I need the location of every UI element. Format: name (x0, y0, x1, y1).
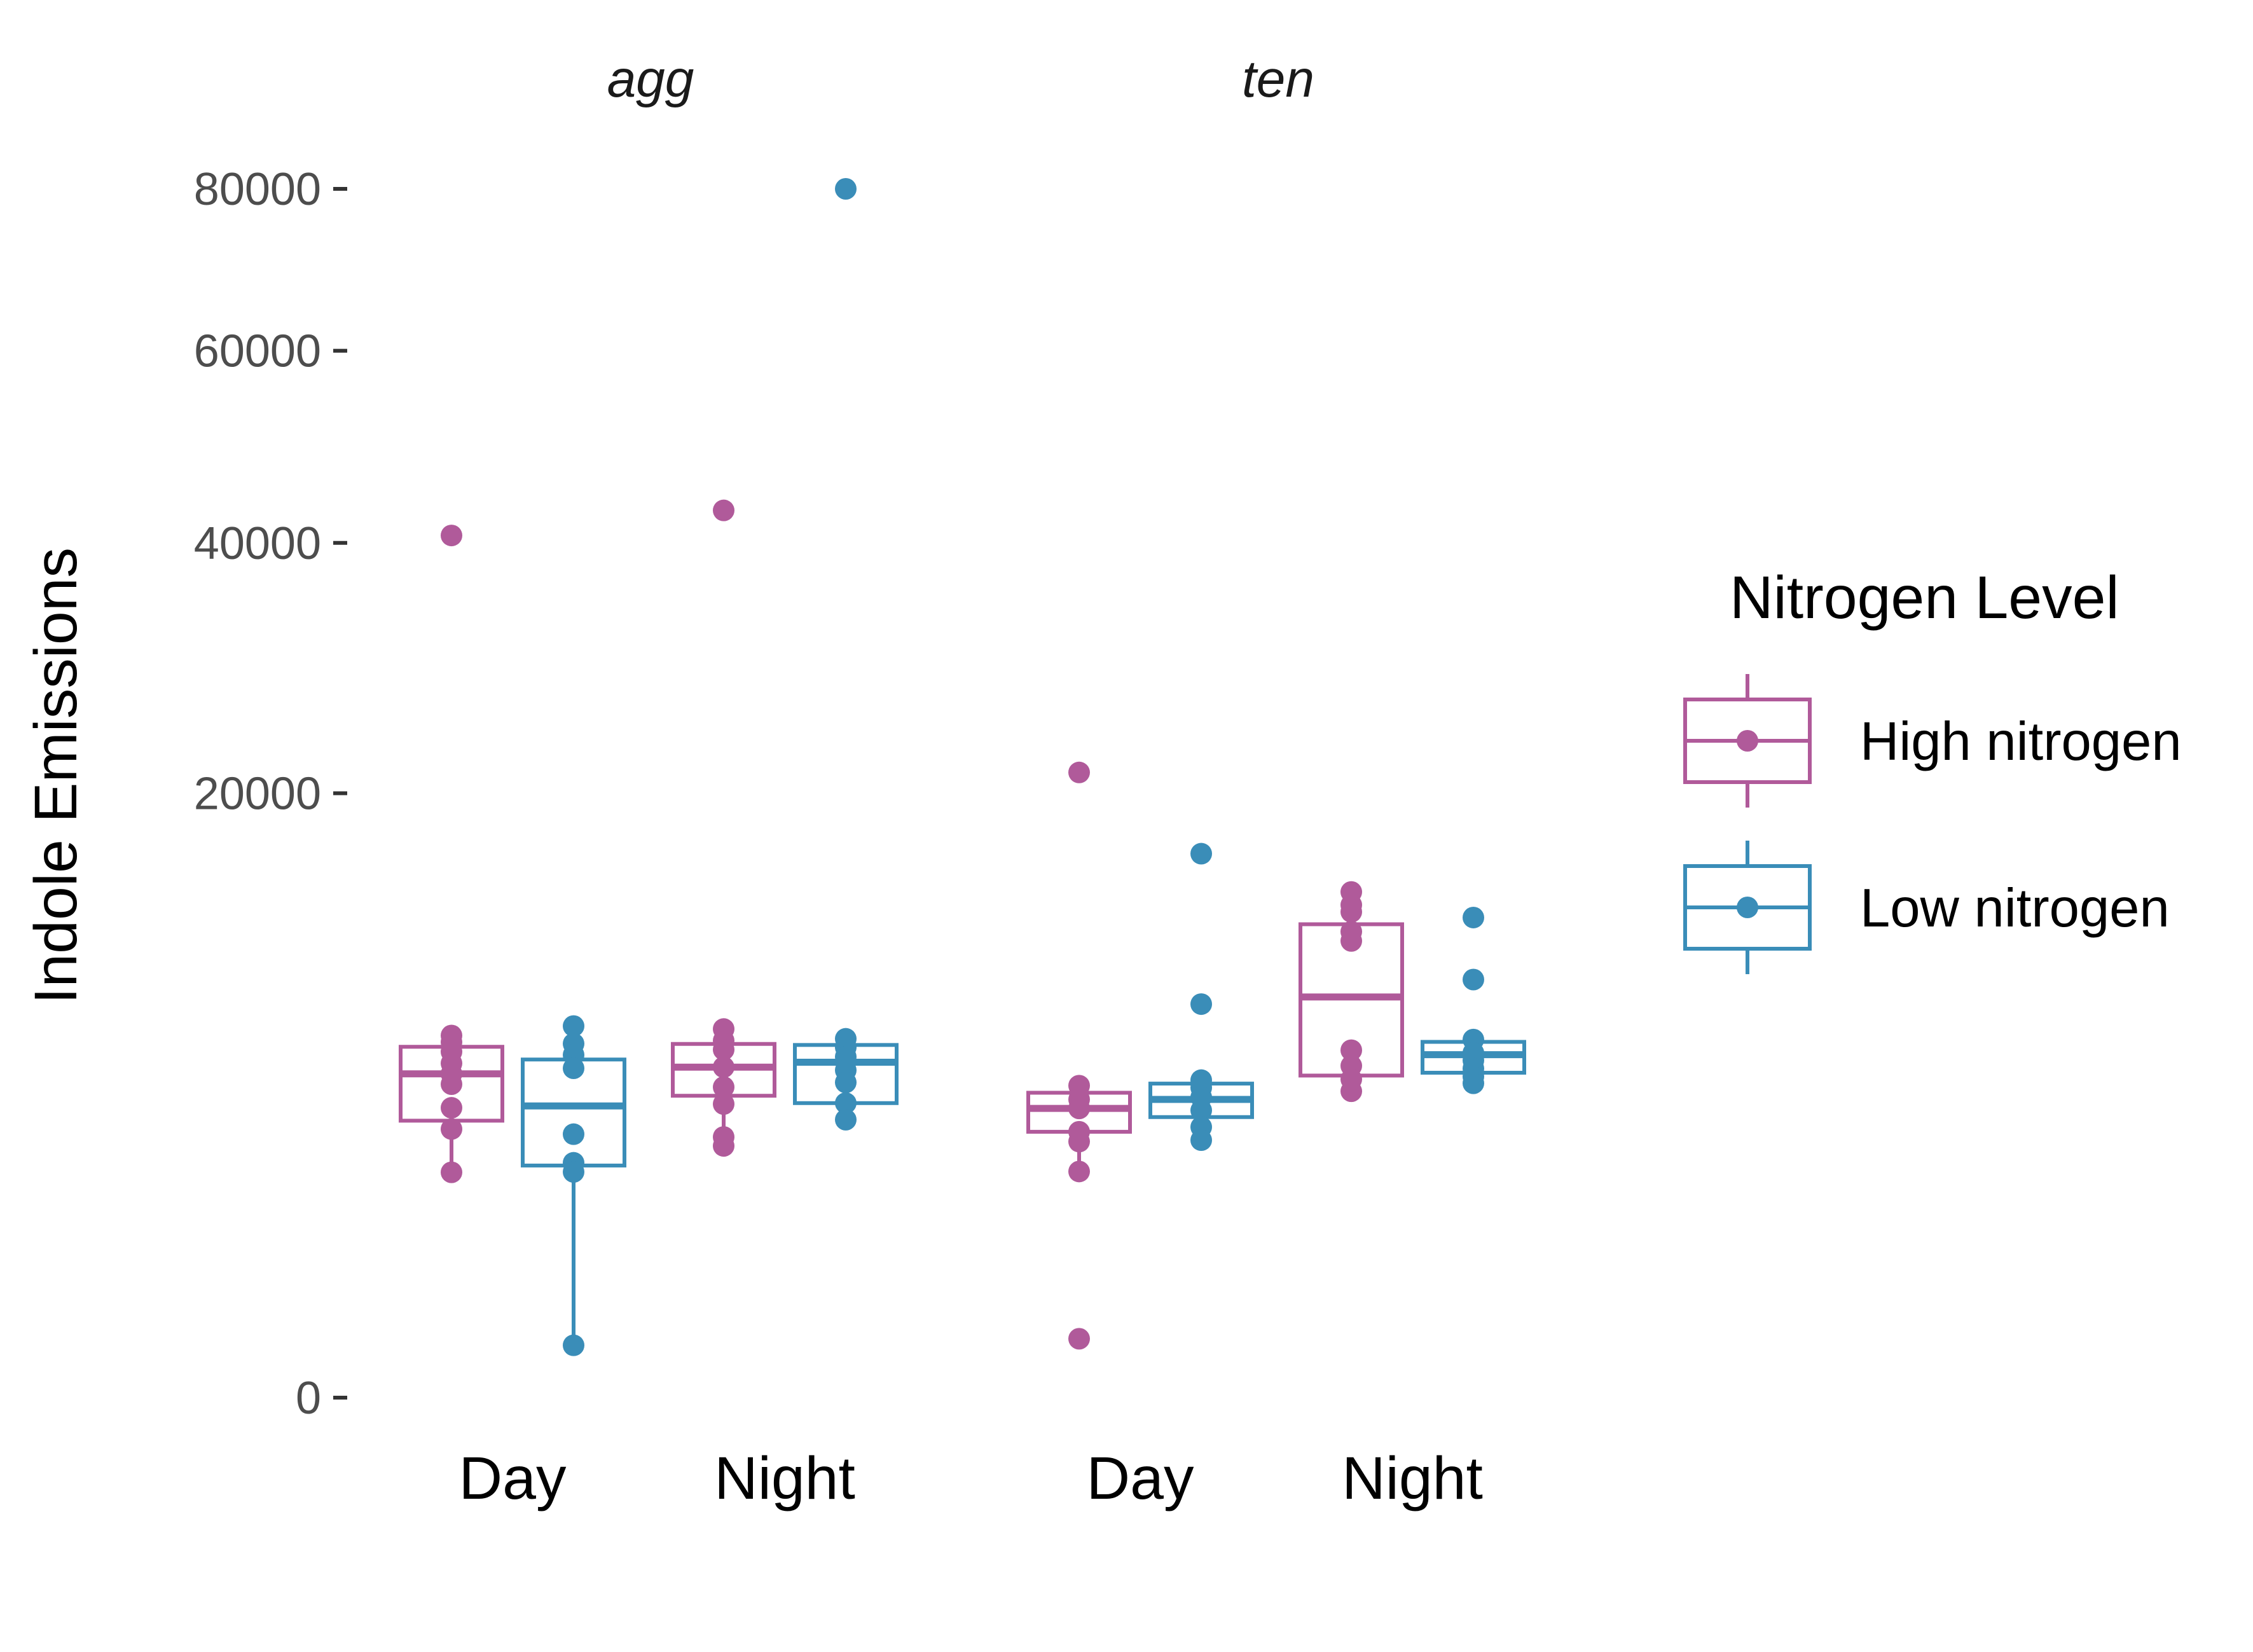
data-point (835, 1108, 857, 1131)
legend: Nitrogen Level High nitrogen Low nitrogen (1683, 564, 2182, 974)
data-point (1068, 1328, 1090, 1350)
data-point (563, 1334, 584, 1356)
data-point (835, 1071, 857, 1094)
data-point (1068, 1131, 1090, 1153)
box-group-ten-night-low-nitrogen (1421, 906, 1526, 1094)
facet-labels: agg ten (607, 50, 1314, 108)
y-tick-label: 80000 (194, 164, 321, 215)
legend-key-point (1737, 730, 1758, 752)
data-point (563, 1015, 584, 1037)
box-group-agg-night-low-nitrogen (793, 178, 899, 1131)
y-tick-label: 20000 (194, 769, 321, 820)
data-point (713, 1093, 734, 1115)
legend-title: Nitrogen Level (1730, 564, 2119, 631)
x-tick-label-agg-night: Night (714, 1445, 855, 1512)
data-point (1340, 1080, 1362, 1103)
data-point (563, 1057, 584, 1079)
data-point (713, 1076, 734, 1098)
data-point (1190, 843, 1212, 865)
data-point (1190, 1099, 1212, 1122)
y-tick-label: 60000 (194, 326, 321, 377)
data-point (441, 1118, 462, 1140)
legend-key-low-nitrogen (1683, 841, 1812, 974)
data-point (713, 1056, 734, 1078)
legend-label-high-nitrogen: High nitrogen (1860, 712, 2182, 772)
x-tick-label-agg-day: Day (459, 1445, 567, 1512)
data-point (1068, 1098, 1090, 1120)
data-point (563, 1123, 584, 1145)
y-axis: 0 20000 40000 60000 80000 (194, 164, 347, 1424)
box (521, 1057, 626, 1167)
data-point (1463, 906, 1484, 928)
y-tick-label: 40000 (194, 518, 321, 569)
data-point (441, 1073, 462, 1096)
data-point (713, 1038, 734, 1061)
plot-marks (399, 178, 1526, 1356)
box-group-agg-night-high-nitrogen (671, 499, 776, 1157)
data-point (1340, 901, 1362, 923)
legend-label-low-nitrogen: Low nitrogen (1860, 878, 2170, 939)
facet-title-ten: ten (1242, 50, 1314, 108)
data-point (1463, 1072, 1484, 1094)
y-tick-label: 0 (296, 1373, 321, 1424)
data-point (1190, 993, 1212, 1015)
data-point (1068, 761, 1090, 783)
data-point (441, 525, 462, 547)
box-group-ten-night-high-nitrogen (1299, 881, 1404, 1103)
data-point (441, 1097, 462, 1119)
data-point (1463, 968, 1484, 991)
y-axis-title: Indole Emissions (22, 547, 90, 1004)
data-point (441, 1161, 462, 1183)
data-point (1068, 1160, 1090, 1183)
x-tick-label-ten-night: Night (1342, 1445, 1483, 1512)
data-point (713, 499, 734, 521)
box-group-agg-day-low-nitrogen (521, 1015, 626, 1356)
box-group-ten-day-low-nitrogen (1148, 843, 1254, 1152)
legend-key-point (1737, 897, 1758, 918)
box-group-agg-day-high-nitrogen (399, 525, 504, 1183)
data-point (835, 178, 857, 200)
data-point (1340, 1039, 1362, 1061)
facet-title-agg: agg (607, 50, 694, 108)
x-axis: Day Night Day Night (459, 1445, 1483, 1512)
data-point (713, 1135, 734, 1157)
data-point (1340, 930, 1362, 952)
box-group-ten-day-high-nitrogen (1026, 761, 1132, 1350)
data-point (835, 1092, 857, 1114)
x-tick-label-ten-day: Day (1087, 1445, 1194, 1512)
legend-key-high-nitrogen (1683, 674, 1812, 808)
data-point (563, 1160, 584, 1183)
data-point (1190, 1129, 1212, 1152)
